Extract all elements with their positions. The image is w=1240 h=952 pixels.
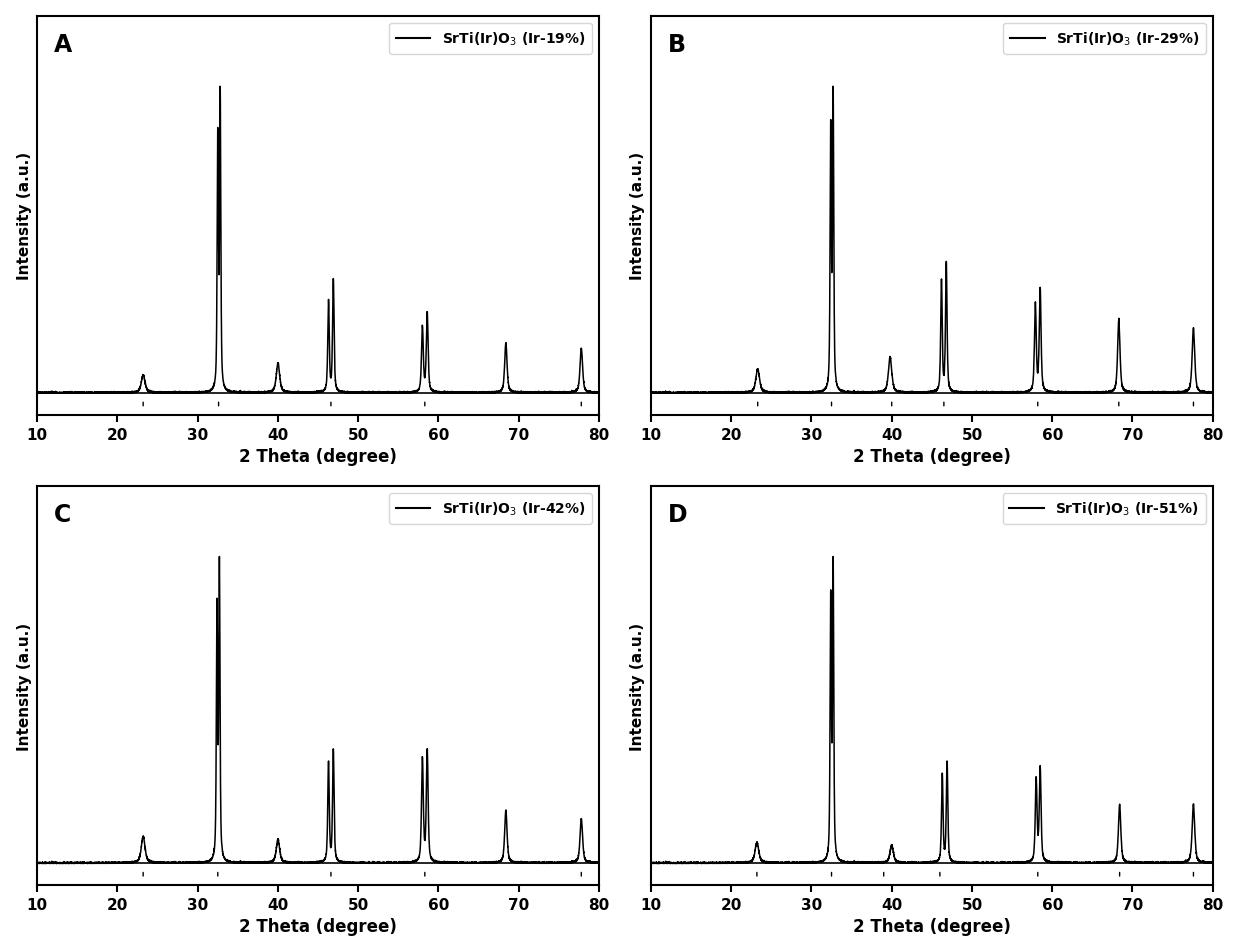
Legend: SrTi(Ir)O$_3$ (Ir-51%): SrTi(Ir)O$_3$ (Ir-51%) [1002,493,1205,525]
X-axis label: 2 Theta (degree): 2 Theta (degree) [239,447,397,466]
Y-axis label: Intensity (a.u.): Intensity (a.u.) [630,622,645,750]
Text: A: A [55,32,72,56]
Text: B: B [668,32,686,56]
Legend: SrTi(Ir)O$_3$ (Ir-29%): SrTi(Ir)O$_3$ (Ir-29%) [1003,24,1205,55]
X-axis label: 2 Theta (degree): 2 Theta (degree) [853,918,1011,936]
Text: D: D [668,503,687,526]
Y-axis label: Intensity (a.u.): Intensity (a.u.) [16,622,32,750]
X-axis label: 2 Theta (degree): 2 Theta (degree) [853,447,1011,466]
X-axis label: 2 Theta (degree): 2 Theta (degree) [239,918,397,936]
Legend: SrTi(Ir)O$_3$ (Ir-42%): SrTi(Ir)O$_3$ (Ir-42%) [389,493,591,525]
Text: C: C [55,503,72,526]
Y-axis label: Intensity (a.u.): Intensity (a.u.) [16,152,32,280]
Legend: SrTi(Ir)O$_3$ (Ir-19%): SrTi(Ir)O$_3$ (Ir-19%) [389,24,591,55]
Y-axis label: Intensity (a.u.): Intensity (a.u.) [630,152,645,280]
